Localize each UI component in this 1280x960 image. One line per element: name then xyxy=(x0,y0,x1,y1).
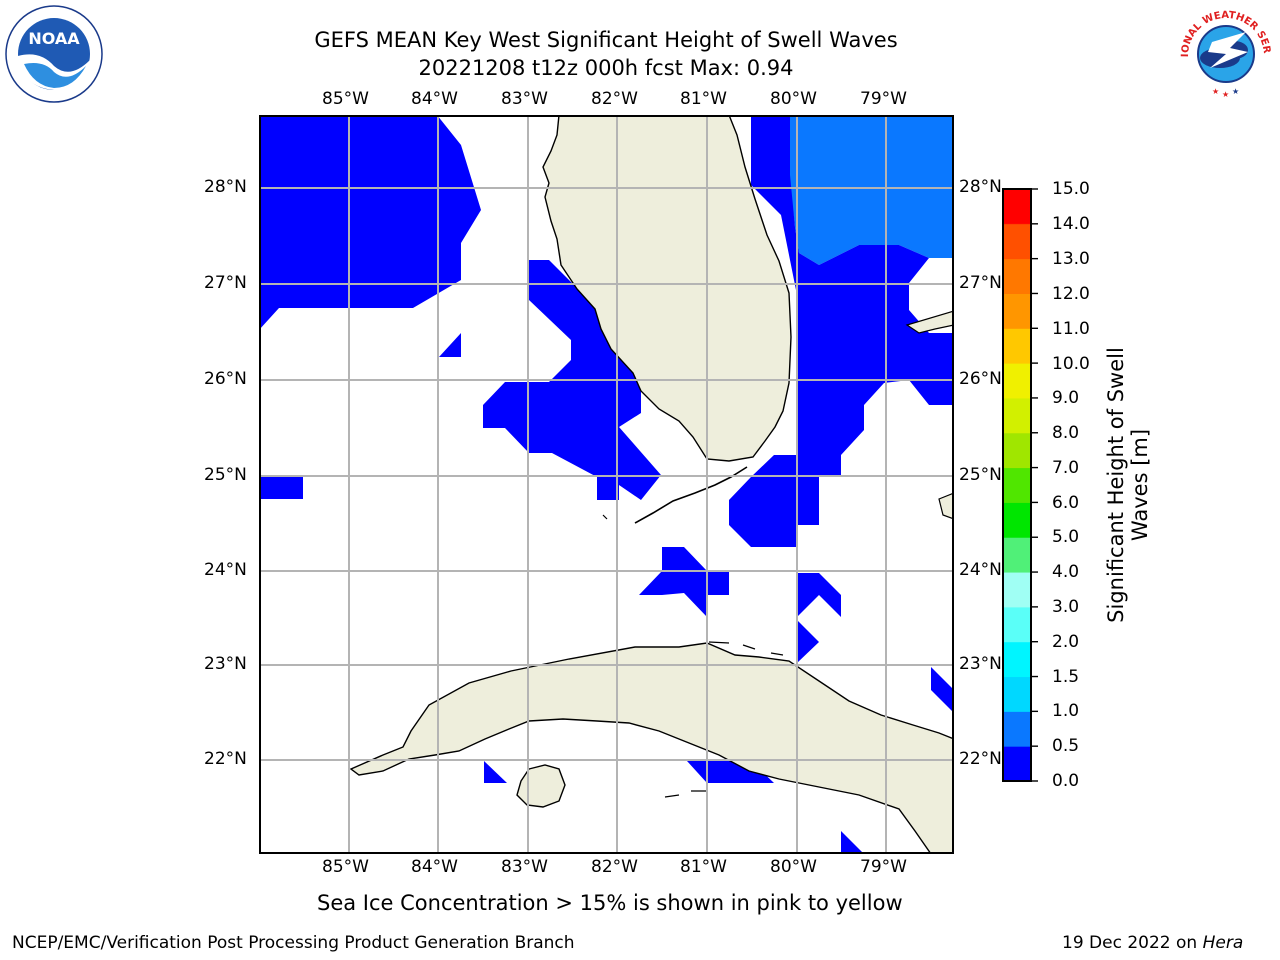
colorbar-bin-12-13 xyxy=(1003,258,1031,294)
graticule xyxy=(259,115,954,854)
colorbar-tick-3.0: 3.0 xyxy=(1052,597,1080,617)
lon-label-bottom-85: 85°W xyxy=(322,857,369,877)
colorbar-tick-11.0: 11.0 xyxy=(1052,319,1090,339)
lat-label-right-25: 25°N xyxy=(959,465,1002,485)
lon-label-bottom-83: 83°W xyxy=(501,857,548,877)
lat-label-left-27: 27°N xyxy=(204,273,247,293)
colorbar-bin-9-10 xyxy=(1003,363,1031,399)
footer-machine: Hera xyxy=(1202,933,1244,953)
lat-label-right-22: 22°N xyxy=(959,749,1002,769)
colorbar-bin-13-14 xyxy=(1003,223,1031,260)
lon-label-bottom-82: 82°W xyxy=(591,857,638,877)
lon-label-bottom-79: 79°W xyxy=(860,857,907,877)
noaa-logo-text: NOAA xyxy=(28,29,80,48)
colorbar-frame xyxy=(1002,188,1032,782)
colorbar-bin-3-4 xyxy=(1003,572,1031,608)
colorbar-bin-15-16 xyxy=(1003,189,1031,224)
map-panel xyxy=(259,115,954,854)
colorbar-bin-1.5-2 xyxy=(1003,641,1031,678)
colorbar-bin-5-6 xyxy=(1003,502,1031,538)
lat-label-left-22: 22°N xyxy=(204,749,247,769)
land-florida xyxy=(542,115,792,462)
nws-logo-icon: NATIONAL WEATHER SERVICE ★ ★ ★ xyxy=(1172,0,1273,99)
colorbar-tick-9.0: 9.0 xyxy=(1052,388,1080,408)
colorbar-tick-12.0: 12.0 xyxy=(1052,284,1090,304)
lat-label-left-26: 26°N xyxy=(204,369,247,389)
map-frame xyxy=(259,115,954,854)
colorbar-bin-10-11 xyxy=(1003,328,1031,364)
colorbar-tick-1.5: 1.5 xyxy=(1052,667,1080,687)
footer-left: NCEP/EMC/Verification Post Processing Pr… xyxy=(12,933,575,953)
colorbar-bin-11-12 xyxy=(1003,293,1031,329)
lon-label-top-79: 79°W xyxy=(860,89,907,109)
colorbar-tick-2.0: 2.0 xyxy=(1052,632,1080,652)
land-cuba xyxy=(349,642,954,854)
colorbar-tick-5.0: 5.0 xyxy=(1052,527,1080,547)
colorbar-label-text: Significant Height of Swell Waves [m] xyxy=(1104,347,1152,623)
lat-label-left-25: 25°N xyxy=(204,465,247,485)
nws-logo: NATIONAL WEATHER SERVICE ★ ★ ★ xyxy=(1172,0,1276,102)
colorbar-tick-0.0: 0.0 xyxy=(1052,771,1080,791)
title-line-2: 20221208 t12z 000h fcst Max: 0.94 xyxy=(418,56,794,80)
lon-label-top-85: 85°W xyxy=(322,89,369,109)
lat-label-left-23: 23°N xyxy=(204,654,247,674)
colorbar-bin-4-5 xyxy=(1003,537,1031,573)
title-line-1: GEFS MEAN Key West Significant Height of… xyxy=(314,28,898,52)
colorbar-tick-1.0: 1.0 xyxy=(1052,701,1080,721)
colorbar-bin-8-9 xyxy=(1003,397,1031,434)
colorbar-tick-0.5: 0.5 xyxy=(1052,736,1080,756)
colorbar-tick-4.0: 4.0 xyxy=(1052,562,1080,582)
colorbar-tick-10.0: 10.0 xyxy=(1052,354,1090,374)
footer-date: 19 Dec 2022 on xyxy=(1062,933,1198,953)
colorbar-tick-6.0: 6.0 xyxy=(1052,493,1080,513)
land-bahamas xyxy=(905,310,954,334)
lon-label-top-80: 80°W xyxy=(770,89,817,109)
svg-text:★: ★ xyxy=(1232,87,1239,96)
noaa-logo-icon: NOAA xyxy=(5,5,103,103)
lat-label-right-24: 24°N xyxy=(959,560,1002,580)
sea-ice-note: Sea Ice Concentration > 15% is shown in … xyxy=(317,891,903,915)
lat-label-right-27: 27°N xyxy=(959,273,1002,293)
colorbar-bin-2-3 xyxy=(1003,606,1031,643)
lon-label-bottom-84: 84°W xyxy=(411,857,458,877)
footer-right: 19 Dec 2022 on Hera xyxy=(1062,933,1243,953)
colorbar-bin-0.5-1 xyxy=(1003,711,1031,747)
colorbar-bin-0-0.5 xyxy=(1003,746,1031,782)
colorbar-tick-13.0: 13.0 xyxy=(1052,249,1090,269)
colorbar-bin-6-7 xyxy=(1003,467,1031,503)
lat-label-left-28: 28°N xyxy=(204,177,247,197)
colorbar-tick-14.0: 14.0 xyxy=(1052,214,1090,234)
colorbar xyxy=(1002,188,1038,782)
lon-label-top-84: 84°W xyxy=(411,89,458,109)
lon-label-top-83: 83°W xyxy=(501,89,548,109)
lon-label-top-82: 82°W xyxy=(591,89,638,109)
colorbar-bin-7-8 xyxy=(1003,432,1031,469)
noaa-logo: NOAA xyxy=(4,4,104,104)
colorbar-bin-1-1.5 xyxy=(1003,676,1031,712)
lat-label-right-26: 26°N xyxy=(959,369,1002,389)
colorbar-tick-15.0: 15.0 xyxy=(1052,179,1090,199)
lat-label-left-24: 24°N xyxy=(204,560,247,580)
svg-text:★: ★ xyxy=(1222,90,1229,99)
lat-label-right-23: 23°N xyxy=(959,654,1002,674)
colorbar-tick-7.0: 7.0 xyxy=(1052,458,1080,478)
swell-region-0.5-1.0 xyxy=(789,115,954,265)
svg-text:★: ★ xyxy=(1212,87,1219,96)
lon-label-top-81: 81°W xyxy=(680,89,727,109)
lon-label-bottom-80: 80°W xyxy=(770,857,817,877)
lon-label-bottom-81: 81°W xyxy=(680,857,727,877)
lat-label-right-28: 28°N xyxy=(959,177,1002,197)
colorbar-tick-8.0: 8.0 xyxy=(1052,423,1080,443)
